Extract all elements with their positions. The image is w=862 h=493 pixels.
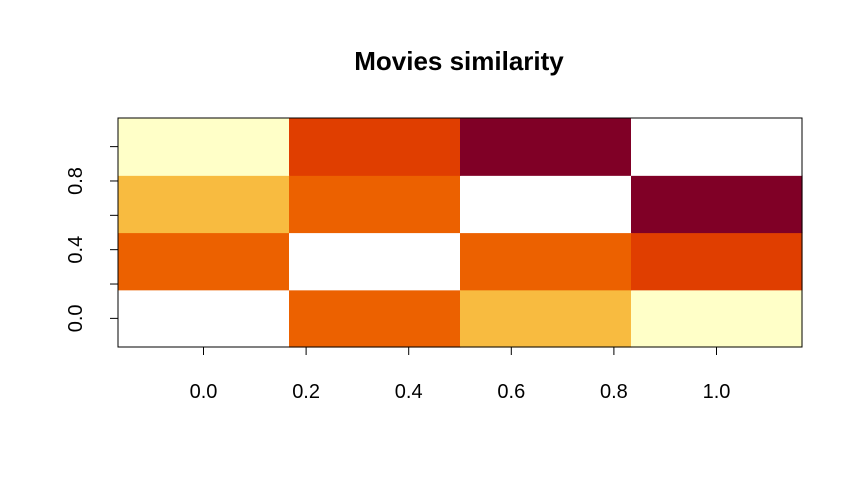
y-tick-label: 0.0 xyxy=(65,304,87,332)
x-tick-label: 0.8 xyxy=(600,381,628,403)
y-tick-label: 0.8 xyxy=(65,167,87,195)
heatmap-cell xyxy=(118,289,290,348)
heatmap-cell xyxy=(460,232,632,291)
x-tick-label: 0.4 xyxy=(395,381,423,403)
heatmap-cell xyxy=(460,289,632,348)
y-axis: 0.0 0.4 0.8 xyxy=(65,146,119,332)
heatmap-cell xyxy=(118,232,290,291)
heatmap-cell xyxy=(631,232,803,291)
heatmap-cell xyxy=(631,289,803,348)
heatmap-cell xyxy=(289,289,461,348)
chart-title: Movies similarity xyxy=(354,46,564,76)
heatmap-cell xyxy=(460,175,632,234)
heatmap-cell xyxy=(289,175,461,234)
heatmap-cell xyxy=(118,118,290,176)
x-tick-label: 0.0 xyxy=(190,381,218,403)
heatmap-cell xyxy=(631,175,803,234)
heatmap-cell xyxy=(289,232,461,291)
x-tick-label: 1.0 xyxy=(703,381,731,403)
heatmap-cells xyxy=(118,118,803,348)
x-tick-label: 0.6 xyxy=(497,381,525,403)
heatmap-cell xyxy=(118,175,290,234)
x-tick-label: 0.2 xyxy=(292,381,320,403)
heatmap-cell xyxy=(460,118,632,176)
heatmap-cell xyxy=(289,118,461,176)
heatmap-cell xyxy=(631,118,803,176)
y-tick-label: 0.4 xyxy=(65,236,87,264)
x-axis: 0.0 0.2 0.4 0.6 0.8 1.0 xyxy=(190,346,731,403)
